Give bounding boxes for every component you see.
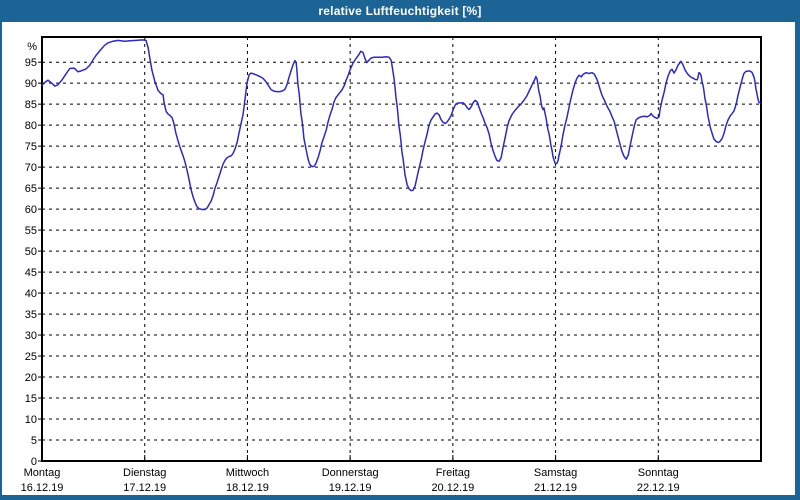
y-tick-label: 65 [25, 183, 37, 195]
chart-panel [2, 22, 795, 495]
y-tick-label: 35 [25, 309, 37, 321]
y-tick-label: 60 [25, 204, 37, 216]
day-date-label: 19.12.19 [329, 482, 372, 494]
y-tick-label: 55 [25, 225, 37, 237]
window-title: relative Luftfeuchtigkeit [%] [318, 4, 482, 18]
y-tick-label: 5 [31, 435, 37, 447]
y-tick-label: 50 [25, 246, 37, 258]
day-name-label: Sonntag [638, 467, 679, 479]
day-date-label: 20.12.19 [431, 482, 474, 494]
y-tick-label: 90 [25, 78, 37, 90]
humidity-curve [41, 39, 761, 211]
day-name-label: Freitag [436, 467, 470, 479]
day-name-label: Mittwoch [226, 467, 269, 479]
y-tick-label: 95 [25, 57, 37, 69]
day-name-label: Montag [24, 467, 61, 479]
day-date-label: 18.12.19 [226, 482, 269, 494]
y-tick-label: 40 [25, 288, 37, 300]
y-tick-label: 20 [25, 372, 37, 384]
window-titlebar: relative Luftfeuchtigkeit [%] [0, 0, 800, 22]
y-tick-label: 0 [31, 456, 37, 468]
y-tick-label: 80 [25, 120, 37, 132]
y-tick-label: 75 [25, 141, 37, 153]
plot-frame [41, 36, 762, 462]
day-date-label: 17.12.19 [123, 482, 166, 494]
y-axis-unit-label: % [27, 41, 37, 53]
y-tick-label: 25 [25, 351, 37, 363]
day-date-label: 22.12.19 [637, 482, 680, 494]
day-name-label: Donnerstag [322, 467, 379, 479]
y-tick-label: 85 [25, 99, 37, 111]
y-tick-label: 30 [25, 330, 37, 342]
y-tick-label: 10 [25, 414, 37, 426]
y-tick-label: 15 [25, 393, 37, 405]
y-tick-label: 70 [25, 162, 37, 174]
day-name-label: Dienstag [123, 467, 166, 479]
day-name-label: Samstag [534, 467, 577, 479]
day-date-label: 16.12.19 [21, 482, 64, 494]
y-tick-label: 45 [25, 267, 37, 279]
day-date-label: 21.12.19 [534, 482, 577, 494]
